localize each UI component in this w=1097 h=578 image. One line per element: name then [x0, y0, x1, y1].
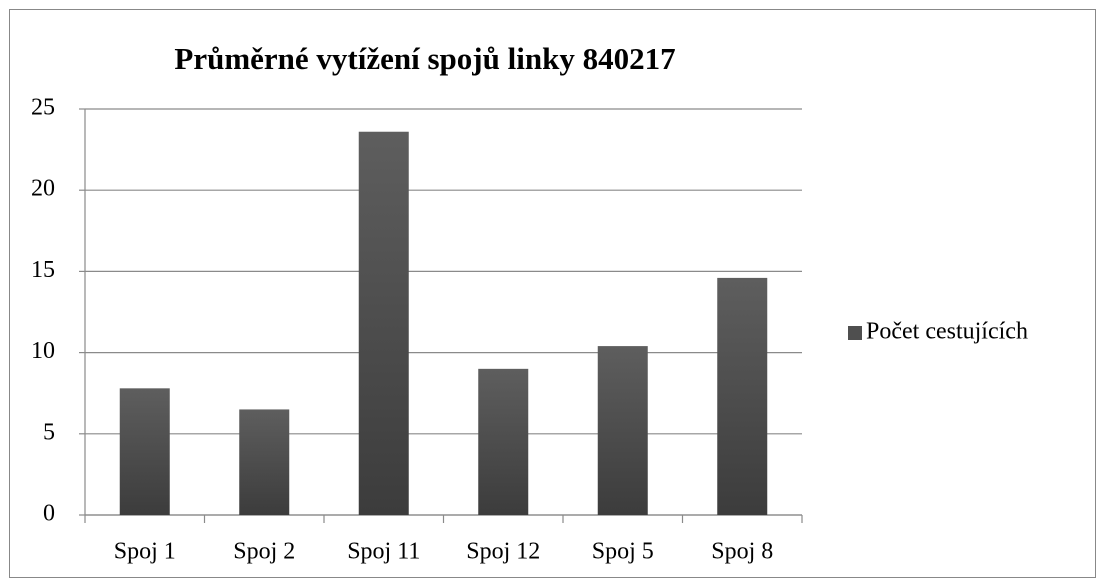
x-tick-label: Spoj 11	[347, 539, 420, 565]
y-tick-label: 15	[31, 257, 55, 283]
bar	[119, 388, 170, 515]
legend-swatch	[848, 326, 862, 340]
chart-title: Průměrné vytížení spojů linky 840217	[174, 41, 675, 76]
legend-label: Počet cestujících	[866, 319, 1028, 345]
x-tick-label: Spoj 5	[592, 539, 654, 565]
bar	[239, 409, 290, 515]
x-tick-label: Spoj 2	[233, 539, 295, 565]
x-tick-label: Spoj 1	[114, 539, 176, 565]
y-tick-label: 25	[31, 95, 55, 121]
y-tick-label: 0	[43, 501, 55, 527]
y-tick-label: 20	[31, 176, 55, 202]
x-tick-label: Spoj 12	[466, 539, 540, 565]
bar	[358, 131, 409, 515]
chart-frame	[9, 9, 1096, 578]
bar	[717, 277, 768, 515]
bar	[597, 346, 648, 515]
bar	[478, 368, 529, 515]
y-tick-label: 5	[43, 419, 55, 445]
x-tick-label: Spoj 8	[711, 539, 773, 565]
y-tick-label: 10	[31, 338, 55, 364]
